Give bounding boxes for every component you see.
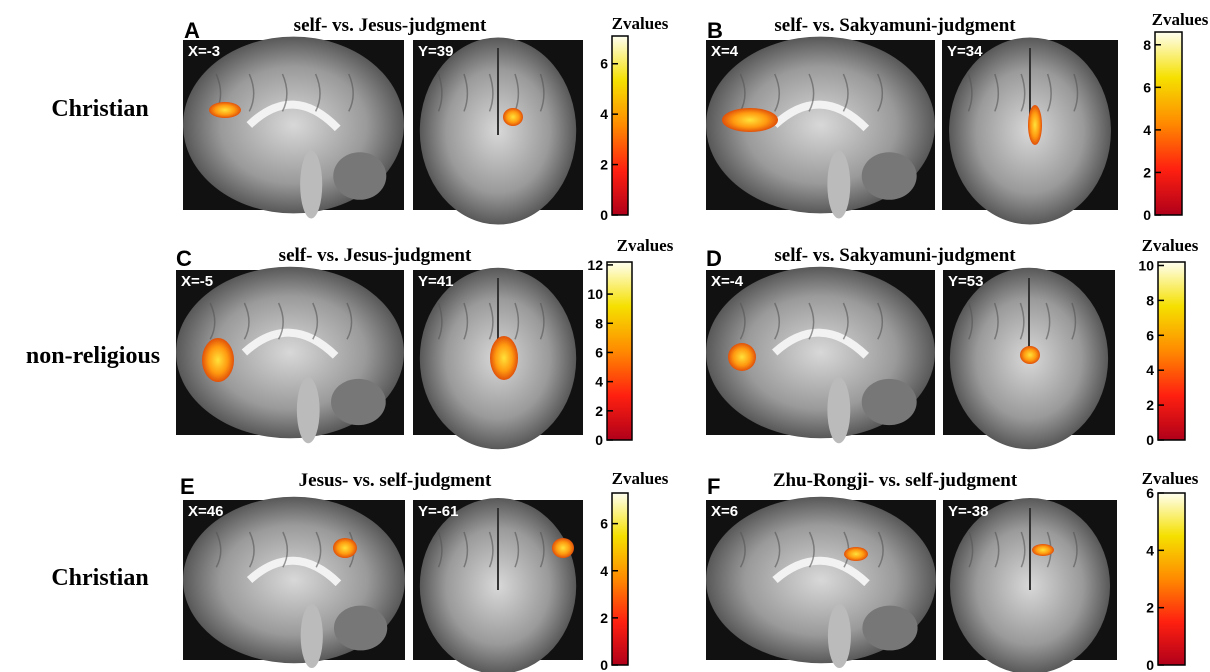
cerebellum	[862, 379, 917, 425]
colorbar	[612, 36, 628, 215]
colorbar-tick-label: 6	[600, 516, 608, 532]
brainstem	[828, 604, 851, 668]
colorbar-tick-label: 0	[600, 207, 608, 223]
colorbar-tick-label: 4	[600, 563, 608, 579]
slice-label: X=4	[711, 43, 739, 60]
colorbar-tick-label: 6	[1146, 327, 1154, 343]
colorbar-tick-label: 2	[600, 610, 608, 626]
colorbar-tick-label: 6	[1143, 79, 1151, 95]
colorbar-title: Zvalues	[1152, 10, 1209, 29]
panel-title: Zhu-Rongji- vs. self-judgment	[773, 470, 1018, 491]
slice-label: X=-4	[711, 273, 744, 290]
colorbar-tick-label: 4	[600, 106, 608, 122]
brainstem	[297, 377, 320, 443]
panel-title: self- vs. Jesus-judgment	[294, 15, 487, 36]
brainstem	[827, 151, 850, 219]
colorbar-title: Zvalues	[617, 236, 674, 255]
slice-label: Y=-61	[418, 503, 458, 520]
colorbar-tick-label: 10	[1138, 257, 1154, 273]
activation	[844, 547, 868, 561]
colorbar-tick-label: 0	[1146, 657, 1154, 672]
colorbar-tick-label: 2	[1146, 397, 1154, 413]
panel-title: Jesus- vs. self-judgment	[299, 470, 492, 491]
cerebellum	[333, 152, 386, 200]
slice-label: Y=41	[418, 273, 453, 290]
cerebellum	[331, 379, 386, 425]
panel-letter: A	[184, 18, 200, 43]
colorbar-tick-label: 4	[1143, 122, 1151, 138]
panel-letter: D	[706, 246, 722, 271]
colorbar-title: Zvalues	[612, 469, 669, 488]
colorbar-title: Zvalues	[612, 14, 669, 33]
colorbar-tick-label: 8	[1143, 37, 1151, 53]
activation	[1028, 105, 1042, 145]
panel-letter: B	[707, 18, 723, 43]
cerebellum	[862, 606, 917, 651]
activation	[333, 538, 357, 558]
colorbar	[1158, 262, 1185, 440]
brainstem	[301, 604, 323, 668]
panel-letter: C	[176, 246, 192, 271]
colorbar	[1155, 32, 1182, 215]
colorbar	[607, 262, 632, 440]
activation	[1032, 544, 1054, 556]
colorbar-tick-label: 2	[1146, 600, 1154, 616]
figure: Christian non-religious Christian X=-3 Y=…	[0, 0, 1210, 672]
colorbar	[612, 493, 628, 665]
activation	[503, 108, 523, 126]
brainstem	[300, 151, 322, 219]
slice-label: Y=34	[947, 43, 983, 60]
colorbar-tick-label: 0	[1143, 207, 1151, 223]
colorbar-tick-label: 4	[1146, 542, 1154, 558]
colorbar-tick-label: 8	[595, 315, 603, 331]
row-label: Christian	[51, 96, 148, 122]
slice-label: X=-5	[181, 273, 213, 290]
panel-title: self- vs. Sakyamuni-judgment	[774, 245, 1016, 266]
slice-label: X=46	[188, 503, 223, 520]
activation	[209, 102, 241, 118]
colorbar-tick-label: 8	[1146, 292, 1154, 308]
activation	[552, 538, 574, 558]
colorbar-tick-label: 12	[587, 257, 603, 273]
activation	[722, 108, 778, 132]
cerebellum	[334, 606, 387, 651]
colorbar-tick-label: 0	[595, 432, 603, 448]
slice-label: X=6	[711, 503, 738, 520]
row-label: Christian	[51, 565, 148, 591]
slice-label: Y=-38	[948, 503, 988, 520]
panel-title: self- vs. Jesus-judgment	[279, 245, 472, 266]
colorbar-tick-label: 6	[600, 56, 608, 72]
colorbar	[1158, 493, 1185, 665]
slice-label: Y=39	[418, 43, 453, 60]
activation	[490, 336, 518, 380]
colorbar-tick-label: 2	[595, 403, 603, 419]
colorbar-title: Zvalues	[1142, 236, 1199, 255]
colorbar-tick-label: 10	[587, 286, 603, 302]
slice-label: Y=53	[948, 273, 983, 290]
brainstem	[827, 377, 850, 443]
activation	[202, 338, 234, 382]
row-label: non-religious	[26, 343, 160, 369]
colorbar-tick-label: 4	[595, 374, 603, 390]
slice-label: X=-3	[188, 43, 220, 60]
colorbar-tick-label: 0	[1146, 432, 1154, 448]
activation	[1020, 346, 1040, 364]
colorbar-tick-label: 2	[600, 157, 608, 173]
colorbar-tick-label: 0	[600, 657, 608, 672]
panel-letter: F	[707, 474, 720, 499]
colorbar-tick-label: 2	[1143, 164, 1151, 180]
panel-title: self- vs. Sakyamuni-judgment	[774, 15, 1016, 36]
colorbar-tick-label: 6	[1146, 485, 1154, 501]
cerebellum	[862, 152, 917, 200]
activation	[728, 343, 756, 371]
panel-letter: E	[180, 474, 195, 499]
colorbar-tick-label: 6	[595, 344, 603, 360]
colorbar-tick-label: 4	[1146, 362, 1154, 378]
